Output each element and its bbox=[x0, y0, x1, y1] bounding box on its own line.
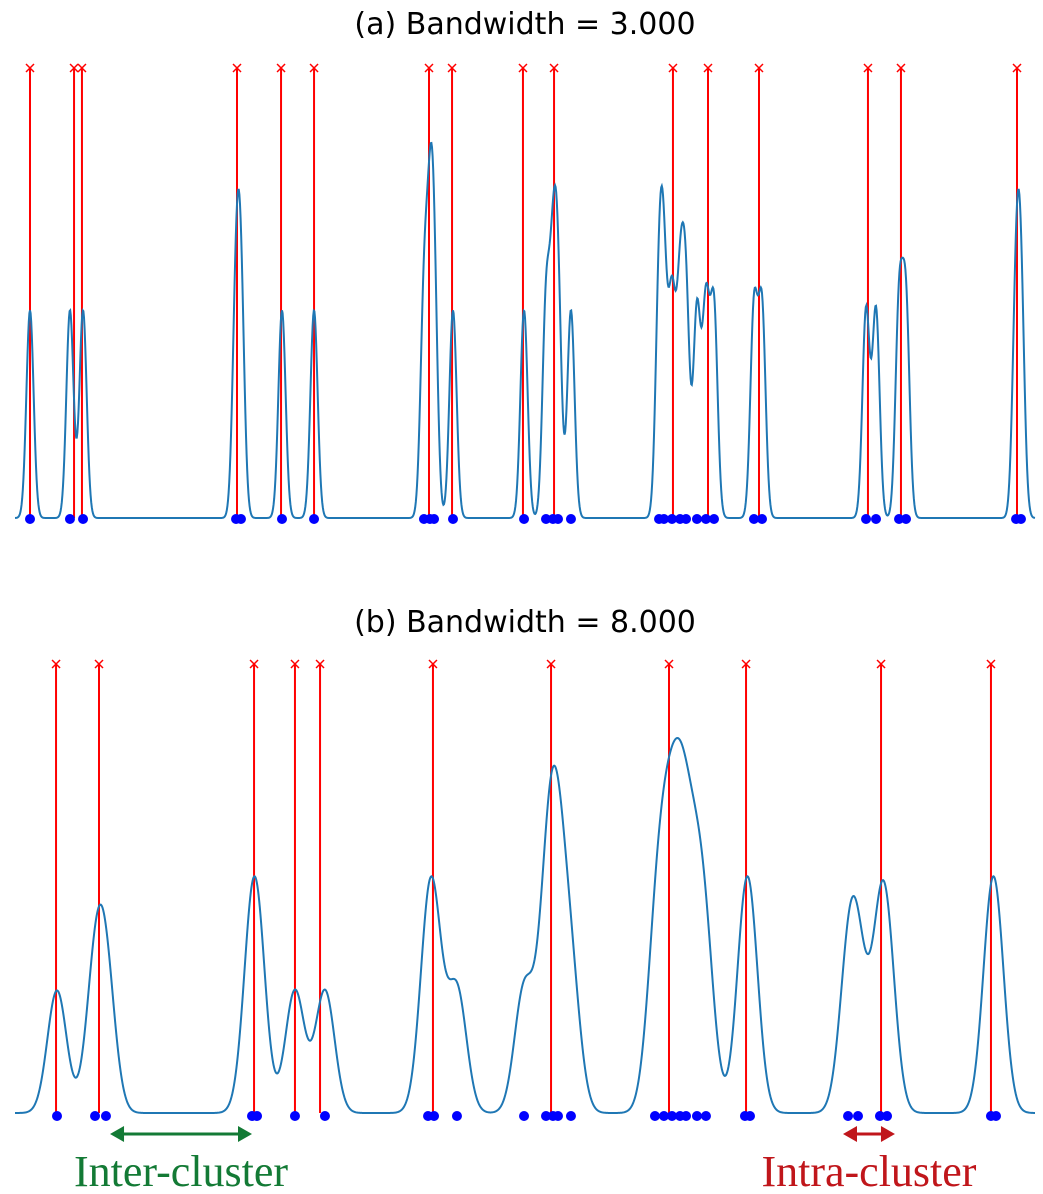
peak-marker bbox=[315, 659, 325, 669]
annotation-label: Intra-cluster bbox=[761, 1147, 976, 1194]
data-point bbox=[991, 1111, 1001, 1121]
data-point bbox=[681, 514, 692, 524]
annotation-label: Inter-cluster bbox=[74, 1147, 288, 1194]
data-point bbox=[52, 1111, 62, 1121]
data-point bbox=[843, 1111, 854, 1121]
peak-marker bbox=[668, 63, 678, 73]
peak-marker bbox=[664, 659, 674, 669]
data-point bbox=[451, 1111, 462, 1121]
data-point bbox=[309, 514, 320, 524]
data-point bbox=[277, 514, 287, 524]
peak-marker bbox=[518, 63, 528, 73]
panel-title: (a) Bandwidth = 3.000 bbox=[354, 7, 695, 42]
peak-marker bbox=[424, 63, 434, 73]
data-point bbox=[100, 1111, 111, 1121]
peak-marker bbox=[986, 659, 996, 669]
data-point bbox=[429, 1111, 440, 1121]
data-point bbox=[667, 514, 677, 524]
peak-marker bbox=[51, 659, 61, 669]
data-point bbox=[882, 1111, 893, 1121]
data-point bbox=[565, 514, 576, 524]
panel-title: (b) Bandwidth = 8.000 bbox=[354, 605, 696, 640]
arrow-head bbox=[880, 1126, 895, 1142]
data-point bbox=[700, 514, 711, 524]
data-point bbox=[748, 514, 759, 524]
peak-marker bbox=[741, 659, 751, 669]
data-point bbox=[541, 514, 551, 524]
data-point bbox=[519, 1111, 530, 1121]
peak-marker bbox=[249, 659, 259, 669]
arrow-head bbox=[110, 1126, 125, 1142]
peak-marker bbox=[309, 63, 319, 73]
peak-marker bbox=[447, 63, 457, 73]
data-point bbox=[235, 514, 246, 524]
data-point bbox=[757, 514, 767, 524]
data-point bbox=[691, 1111, 702, 1121]
peak-marker bbox=[1012, 63, 1022, 73]
data-point bbox=[289, 1111, 300, 1121]
data-point bbox=[894, 514, 905, 524]
density-curve bbox=[14, 141, 1036, 519]
peak-marker bbox=[703, 63, 713, 73]
peak-marker bbox=[896, 63, 906, 73]
data-point bbox=[319, 1111, 330, 1121]
data-point bbox=[861, 514, 872, 524]
data-point bbox=[553, 514, 563, 524]
peak-marker bbox=[754, 63, 764, 73]
data-point bbox=[658, 1111, 669, 1121]
data-point bbox=[667, 1111, 677, 1121]
peak-marker bbox=[876, 659, 886, 669]
peak-marker bbox=[546, 659, 556, 669]
arrow-head bbox=[238, 1126, 252, 1142]
peak-marker bbox=[94, 659, 104, 669]
data-point bbox=[745, 1111, 755, 1121]
data-point bbox=[252, 1111, 263, 1121]
data-point bbox=[700, 1111, 711, 1121]
peak-marker bbox=[69, 63, 79, 73]
data-point bbox=[874, 1111, 885, 1121]
data-point bbox=[1015, 514, 1026, 524]
data-point bbox=[565, 1111, 576, 1121]
peak-marker bbox=[428, 659, 438, 669]
peak-marker bbox=[276, 63, 286, 73]
peak-marker bbox=[549, 63, 559, 73]
arrow-head bbox=[843, 1126, 857, 1142]
data-point bbox=[871, 514, 881, 524]
data-point bbox=[649, 1111, 660, 1121]
data-point bbox=[448, 514, 458, 524]
data-point bbox=[64, 514, 75, 524]
density-curve bbox=[15, 736, 1036, 1114]
peak-marker bbox=[25, 63, 35, 73]
data-point bbox=[709, 514, 719, 524]
data-point bbox=[519, 514, 530, 524]
peak-marker bbox=[77, 63, 87, 73]
peak-marker bbox=[290, 659, 300, 669]
peak-marker bbox=[863, 63, 873, 73]
data-point bbox=[901, 514, 911, 524]
data-point bbox=[553, 1111, 563, 1121]
data-point bbox=[853, 1111, 863, 1121]
data-point bbox=[681, 1111, 692, 1121]
data-point bbox=[78, 514, 89, 524]
data-point bbox=[658, 514, 669, 524]
data-point bbox=[429, 514, 440, 524]
data-point bbox=[90, 1111, 101, 1121]
peak-marker bbox=[232, 63, 242, 73]
data-point bbox=[25, 514, 35, 524]
data-point bbox=[541, 1111, 551, 1121]
data-point bbox=[691, 514, 702, 524]
